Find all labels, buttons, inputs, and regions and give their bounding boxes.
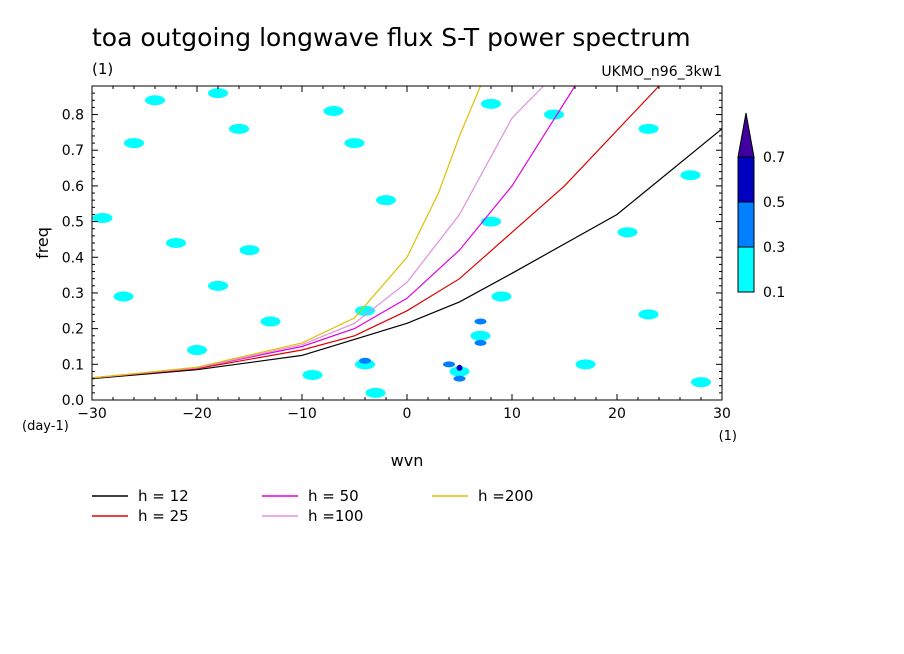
x-tick-label: −20 xyxy=(182,406,212,422)
contour-patch xyxy=(208,88,228,99)
contour-patch xyxy=(481,98,501,109)
colorbar-label: 0.7 xyxy=(763,150,785,166)
colorbar-extend-arrow xyxy=(737,112,755,158)
contour-patch xyxy=(187,345,207,356)
y-tick-label: 0.5 xyxy=(62,215,84,231)
x-tick-label: −10 xyxy=(287,406,317,422)
x-tick-label: −30 xyxy=(77,406,107,422)
y-tick-label: 0.8 xyxy=(62,108,84,124)
contour-patch xyxy=(638,309,659,320)
series-line-h-200 xyxy=(91,85,482,379)
colorbar-label: 0.3 xyxy=(763,240,785,256)
y-tick-label: 0.1 xyxy=(62,357,84,373)
contour-patch xyxy=(260,316,281,327)
contour-patch xyxy=(166,238,186,248)
colorbar: 0.1 0.3 0.5 0.7 xyxy=(737,112,785,301)
series-line-h-100 xyxy=(91,85,544,379)
legend-label: h =100 xyxy=(308,507,363,525)
series-line-h-12 xyxy=(91,128,723,380)
plot-frame xyxy=(91,85,723,401)
contour-patch xyxy=(323,105,344,116)
contour-patch xyxy=(145,95,165,106)
y-units-label: (day-1) xyxy=(22,419,69,434)
contour-patch xyxy=(376,195,396,206)
y-tick-label: 0.3 xyxy=(62,286,84,302)
contour-patch xyxy=(453,375,466,382)
x-axis: −30 −20 −10 0 10 20 30 xyxy=(77,86,731,422)
contour-patch xyxy=(355,305,375,316)
x-tick-label: 20 xyxy=(608,406,626,422)
x-axis-label: wvn xyxy=(391,451,424,470)
contour-patch xyxy=(617,227,638,238)
series-line-h-50 xyxy=(91,85,576,379)
contour-patch xyxy=(575,359,596,370)
contour-patch xyxy=(443,361,455,368)
y-tick-label: 0.4 xyxy=(62,250,84,266)
x-tick-label: 30 xyxy=(713,406,731,422)
contour-patch xyxy=(365,387,386,398)
series-line-h-25 xyxy=(91,85,660,379)
contour-patch xyxy=(344,138,365,149)
legend-label: h = 50 xyxy=(308,487,359,505)
contour-patch xyxy=(474,339,487,346)
contour-patch xyxy=(638,123,659,134)
chart-title: toa outgoing longwave flux S-T power spe… xyxy=(92,23,691,52)
legend-label: h = 12 xyxy=(138,487,189,505)
y-axis: 0.0 0.1 0.2 0.3 0.4 0.5 0.6 0.7 0.8 xyxy=(62,85,722,409)
contour-patch xyxy=(544,109,564,120)
contour-patch xyxy=(229,123,249,134)
dispersion-curves xyxy=(91,85,723,380)
contour-patch xyxy=(239,245,260,256)
contour-patch xyxy=(470,330,491,341)
colorbar-label: 0.5 xyxy=(763,195,785,211)
contour-patch xyxy=(92,213,113,224)
y-tick-label: 0.7 xyxy=(62,143,84,159)
contour-patch xyxy=(359,357,371,364)
contour-patch xyxy=(680,170,701,181)
y-tick-label: 0.0 xyxy=(62,393,84,409)
contour-patch xyxy=(474,318,487,325)
y-axis-label: freq xyxy=(33,227,52,259)
contour-patch xyxy=(302,370,323,381)
contour-patch xyxy=(456,364,463,371)
y-tick-label: 0.2 xyxy=(62,322,84,338)
legend: h = 12 h = 25 h = 50 h =100 h =200 xyxy=(92,487,533,525)
colorbar-segment xyxy=(737,156,755,203)
x-tick-label: 0 xyxy=(403,406,412,422)
y-tick-label: 0.6 xyxy=(62,179,84,195)
x-units-label: (1) xyxy=(719,429,737,444)
contour-patch xyxy=(208,280,228,291)
contour-patch xyxy=(491,291,512,302)
colorbar-label: 0.1 xyxy=(763,285,785,301)
contour-layer xyxy=(92,88,711,398)
legend-label: h = 25 xyxy=(138,507,189,525)
colorbar-segment xyxy=(737,201,755,248)
contour-patch xyxy=(691,377,711,388)
contour-patch xyxy=(124,138,144,149)
colorbar-segment xyxy=(737,246,755,293)
x-tick-label: 10 xyxy=(503,406,521,422)
units-label: (1) xyxy=(92,60,113,78)
model-label: UKMO_n96_3kw1 xyxy=(601,64,722,80)
contour-patch xyxy=(449,366,470,377)
contour-patch xyxy=(481,216,501,227)
legend-label: h =200 xyxy=(478,487,533,505)
contour-patch xyxy=(113,291,134,302)
